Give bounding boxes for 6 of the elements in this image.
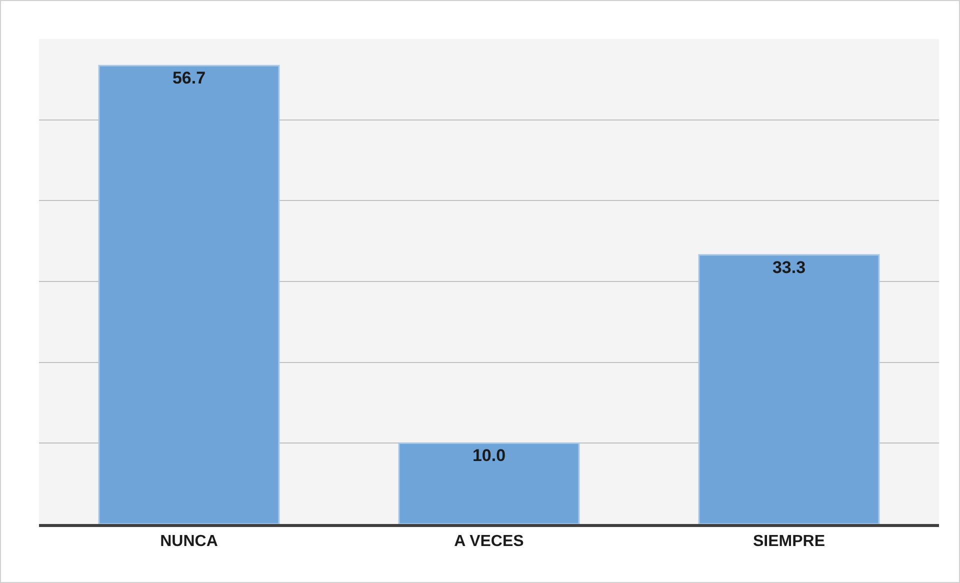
data-label: 56.7 [172, 68, 206, 88]
x-tick-label: NUNCA [160, 532, 218, 550]
x-tick-label: A VECES [454, 532, 524, 550]
x-tick-label: SIEMPRE [752, 532, 826, 550]
data-label: 33.3 [772, 258, 806, 277]
data-label: 10.0 [472, 446, 506, 466]
